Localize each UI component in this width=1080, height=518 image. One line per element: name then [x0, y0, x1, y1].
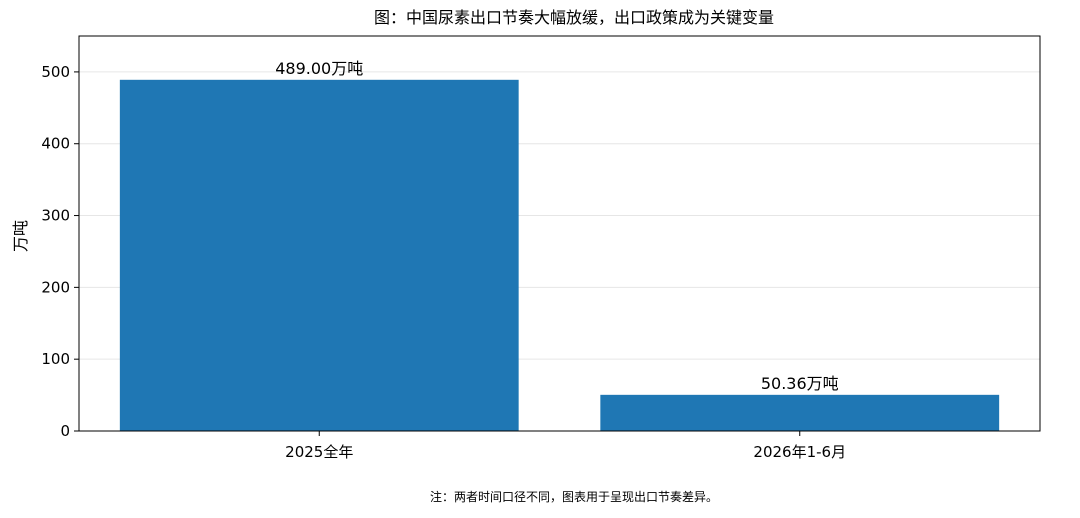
bars	[119, 79, 1000, 432]
chart-title: 图：中国尿素出口节奏大幅放缓，出口政策成为关键变量	[374, 8, 774, 27]
y-tick-label: 100	[41, 350, 70, 368]
y-axis-ticks: 0 100 200 300 400 500	[41, 63, 79, 440]
y-tick-label: 400	[41, 135, 70, 153]
bar-value-label: 50.36万吨	[761, 374, 839, 393]
x-tick-label: 2025全年	[285, 443, 353, 461]
bar-value-label: 489.00万吨	[275, 59, 363, 78]
bar	[119, 79, 519, 432]
bar	[600, 394, 1000, 431]
y-tick-label: 0	[60, 422, 70, 440]
footnote: 注：两者时间口径不同，图表用于呈现出口节奏差异。	[430, 489, 718, 504]
data-labels: 489.00万吨 50.36万吨	[275, 59, 838, 393]
x-tick-label: 2026年1-6月	[753, 443, 846, 461]
y-tick-label: 200	[41, 278, 70, 296]
y-tick-label: 500	[41, 63, 70, 81]
plot-frame	[78, 35, 1041, 432]
y-axis-label: 万吨	[11, 220, 30, 252]
y-tick-label: 300	[41, 207, 70, 225]
x-axis-ticks: 2025全年 2026年1-6月	[285, 431, 846, 461]
